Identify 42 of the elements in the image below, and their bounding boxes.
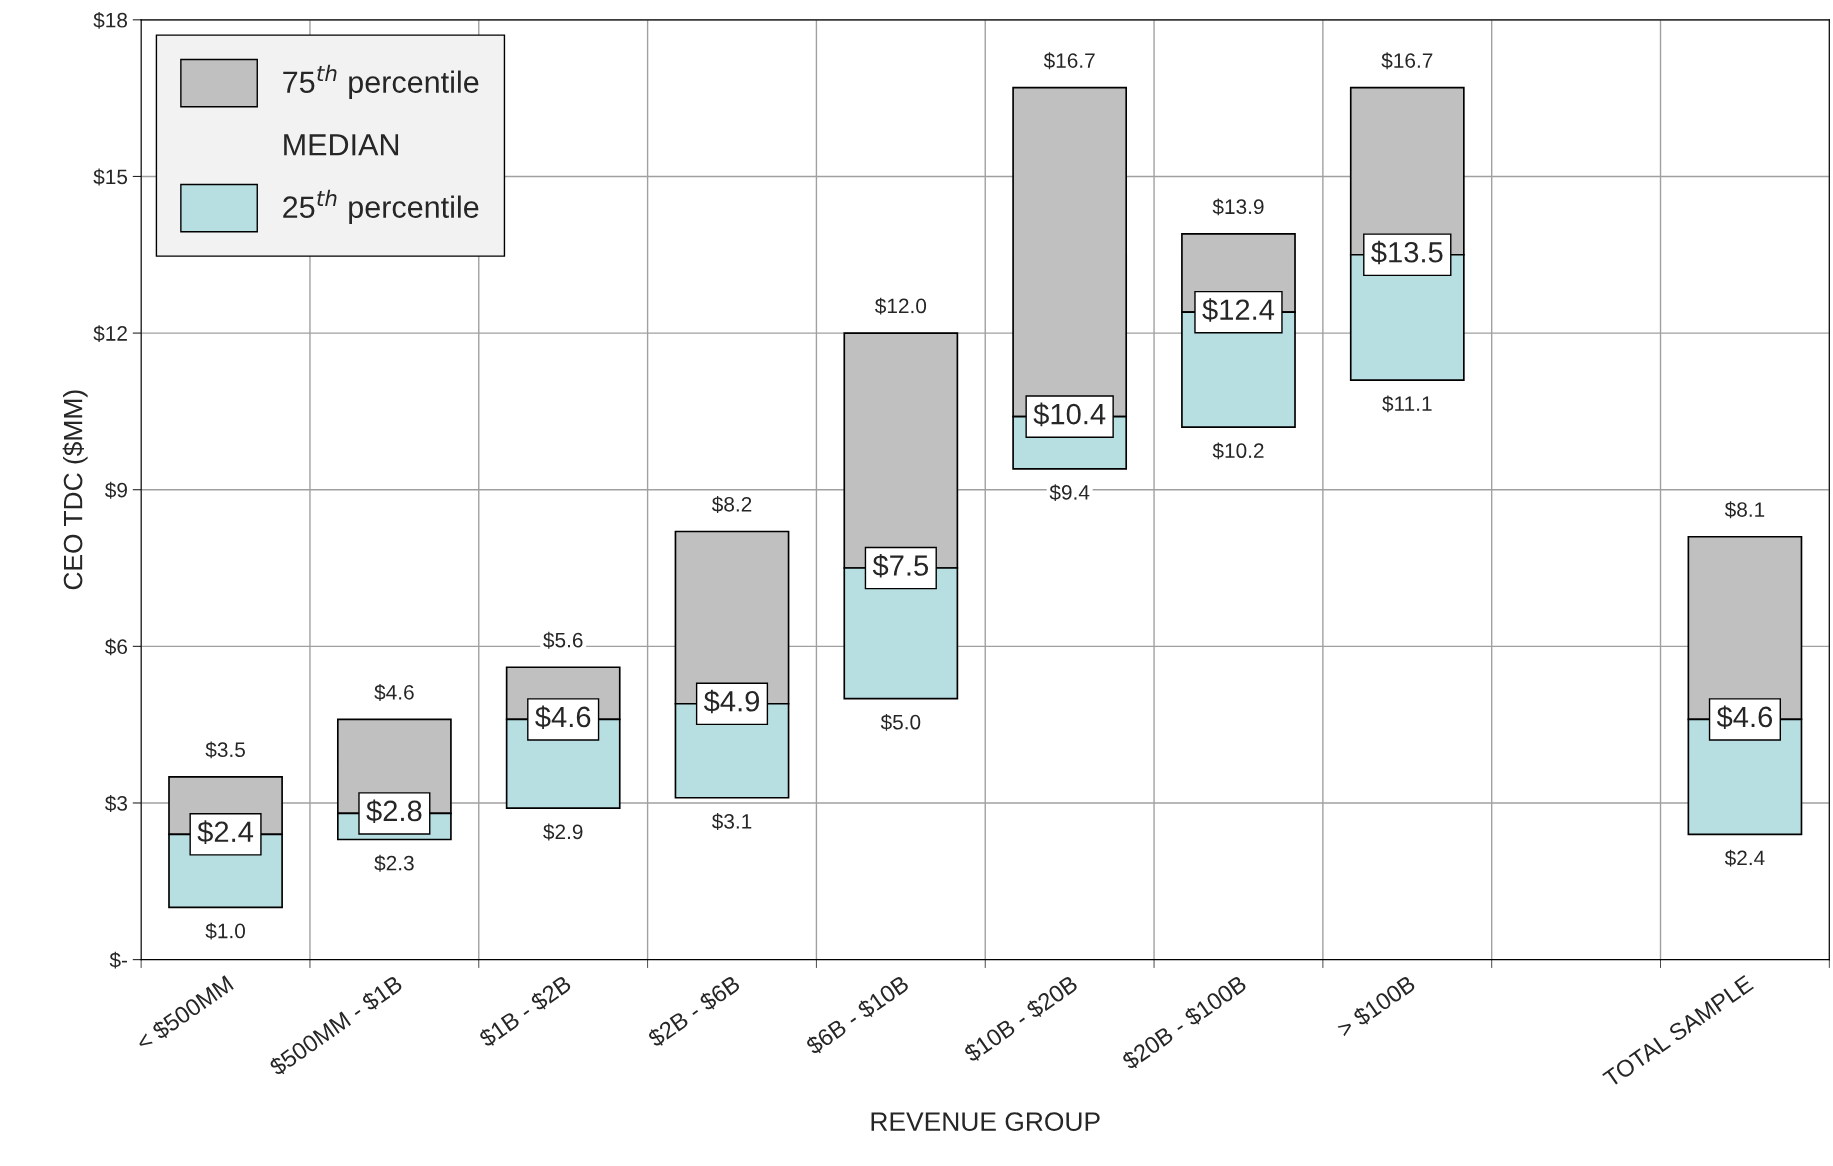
annotation: $2.4 <box>197 820 254 844</box>
x-axis-title: REVENUE GROUP <box>871 1112 1100 1131</box>
x-tick-label: $2B - $6B <box>646 973 742 1049</box>
x-tick-label: $6B - $10B <box>804 973 911 1057</box>
y-tick-label: $12 <box>93 325 127 343</box>
annotation: $5.0 <box>880 713 921 731</box>
y-tick-label: $9 <box>105 481 127 499</box>
annotation: $4.6 <box>1716 705 1773 730</box>
y-tick-label: $3 <box>105 795 128 812</box>
annotation: $11.1 <box>1382 395 1432 413</box>
legend-label: 75$^{th}$ percentile <box>283 64 479 100</box>
annotation: $13.9 <box>1212 198 1264 216</box>
annotation: $2.9 <box>543 823 583 841</box>
y-axis-title: CEO TDC ($MM) <box>62 390 88 590</box>
annotation: $9.4 <box>1049 484 1090 502</box>
annotation: $4.6 <box>535 705 591 730</box>
annotation: $2.3 <box>374 854 414 872</box>
annotation: $5.6 <box>543 631 583 649</box>
annotation: $7.5 <box>872 553 928 578</box>
y-tick-label: $15 <box>93 168 128 186</box>
annotation: $12.0 <box>874 297 927 315</box>
annotation: $1.0 <box>205 922 246 940</box>
annotation: $2.4 <box>1724 849 1765 867</box>
annotation: $16.7 <box>1043 52 1095 70</box>
y-tick-label: $6 <box>105 638 128 656</box>
x-tick-label: $1B - $2B <box>477 973 573 1049</box>
annotation: $16.7 <box>1381 52 1433 70</box>
annotation: $10.2 <box>1212 442 1264 460</box>
legend-label: 25$^{th}$ percentile <box>283 189 479 224</box>
annotation: $2.8 <box>366 799 422 823</box>
annotation: $8.1 <box>1724 501 1765 519</box>
annotation: MEDIAN <box>284 134 399 156</box>
y-tick-label: $18 <box>93 11 128 29</box>
annotation: $8.2 <box>711 496 752 513</box>
annotation: $13.5 <box>1371 240 1443 265</box>
annotation: $12.4 <box>1202 298 1275 322</box>
annotation: $3.5 <box>205 741 245 759</box>
y-tick-label: $- <box>109 951 128 969</box>
annotation: $4.6 <box>374 684 414 701</box>
annotation: $4.9 <box>703 689 760 714</box>
annotation: $10.4 <box>1033 402 1106 427</box>
annotation: $3.1 <box>711 813 752 830</box>
